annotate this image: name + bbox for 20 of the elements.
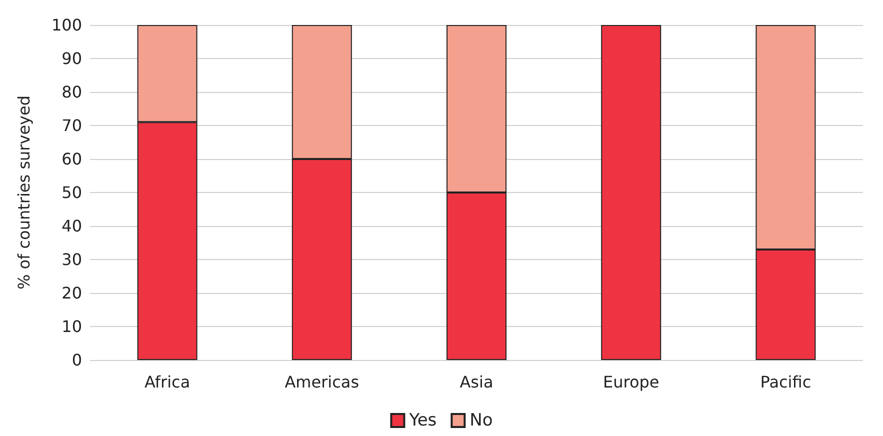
y-tick-label: 70 <box>62 116 82 135</box>
x-tick-label: Africa <box>144 372 190 392</box>
y-tick-label: 10 <box>62 317 82 336</box>
legend-label: No <box>470 410 493 430</box>
x-tick-label: Pacific <box>760 372 812 392</box>
x-tick-label: Asia <box>460 372 494 392</box>
y-tick-label: 30 <box>62 250 82 269</box>
y-tick-label: 20 <box>62 284 82 302</box>
y-tick-label: 60 <box>62 150 82 168</box>
y-tick-label: 0 <box>72 350 82 370</box>
x-tick-label: Europe <box>602 372 660 392</box>
legend-label: Yes <box>408 410 437 430</box>
y-tick-label: 100 <box>51 16 82 34</box>
y-axis-title: % of countries surveyed <box>14 95 34 290</box>
bar <box>601 25 662 360</box>
x-tick-label: Americas <box>284 372 360 392</box>
y-tick-label: 40 <box>62 216 82 236</box>
y-tick-label: 50 <box>62 183 82 202</box>
y-tick-label: 90 <box>62 49 82 68</box>
y-tick-label: 80 <box>62 82 82 102</box>
